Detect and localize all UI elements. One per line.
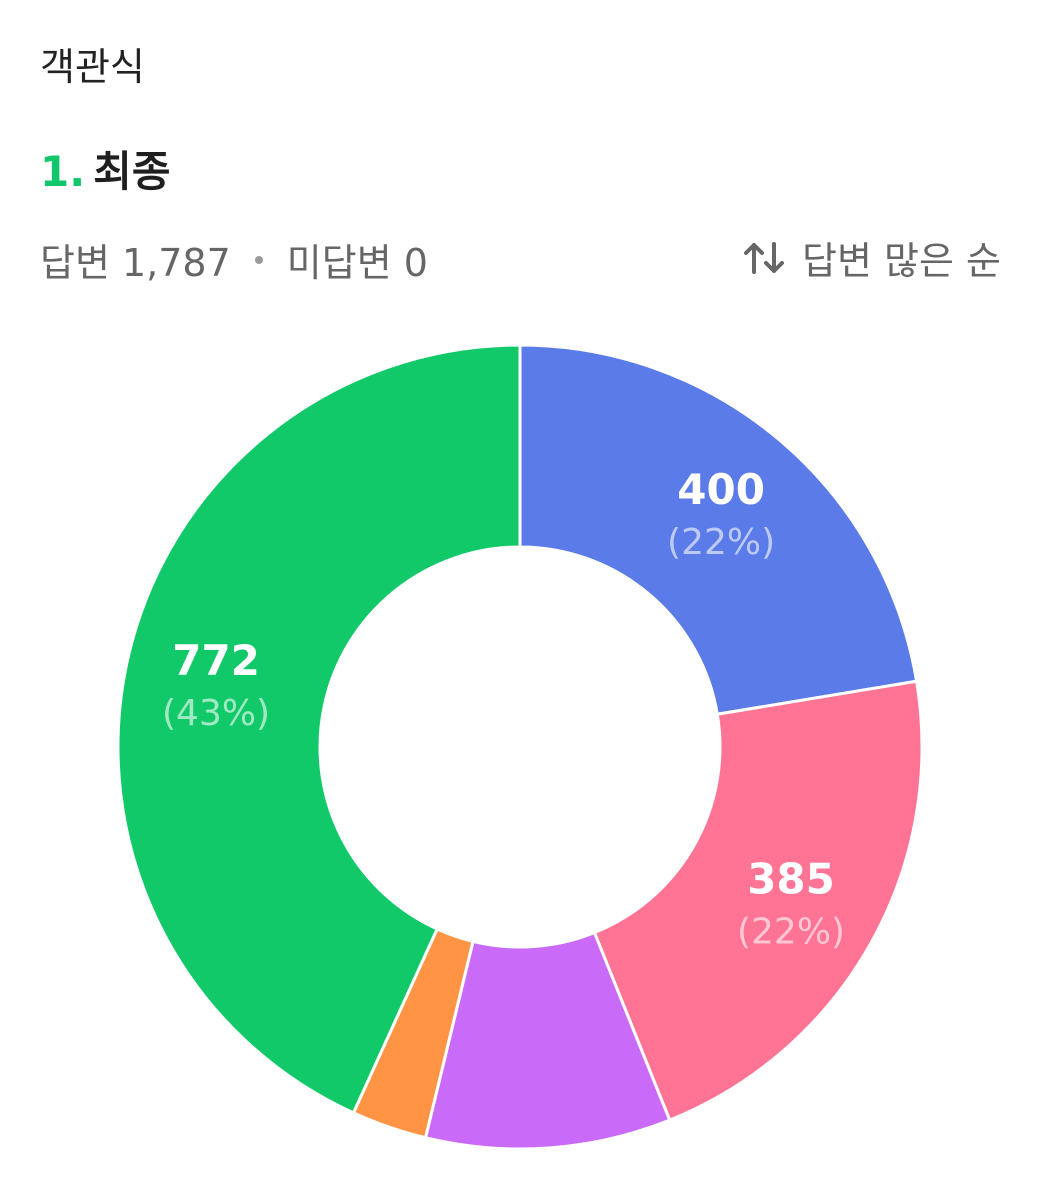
unanswered-count: 미답변 0 xyxy=(286,241,428,285)
question-number: 1. xyxy=(40,147,86,196)
answered-count: 답변 1,787 xyxy=(40,241,231,285)
slice-value-label-1: 385 xyxy=(747,854,835,903)
donut-slice-2 xyxy=(423,930,672,1151)
slice-percent-label-0: (22%) xyxy=(667,522,775,563)
donut-slice-1 xyxy=(592,679,924,1123)
response-stats: 답변 1,787 미답변 0 xyxy=(40,232,428,287)
donut-slice-0 xyxy=(518,343,919,716)
question-title: 1. 최종 xyxy=(40,138,170,199)
donut-slice-3 xyxy=(351,927,475,1140)
sort-label: 답변 많은 순 xyxy=(802,239,1001,283)
donut-slice-4 xyxy=(116,343,522,1115)
slice-percent-label-1: (22%) xyxy=(737,911,845,952)
question-text: 최종 xyxy=(93,147,171,196)
section-label: 객관식 xyxy=(40,45,145,89)
sort-button[interactable]: 답변 많은 순 xyxy=(742,230,1001,285)
slice-value-label-4: 772 xyxy=(172,636,260,685)
sort-arrows-icon xyxy=(742,238,788,278)
slice-value-label-0: 400 xyxy=(677,465,765,514)
slice-percent-label-4: (43%) xyxy=(162,693,270,734)
separator-dot xyxy=(254,255,263,264)
